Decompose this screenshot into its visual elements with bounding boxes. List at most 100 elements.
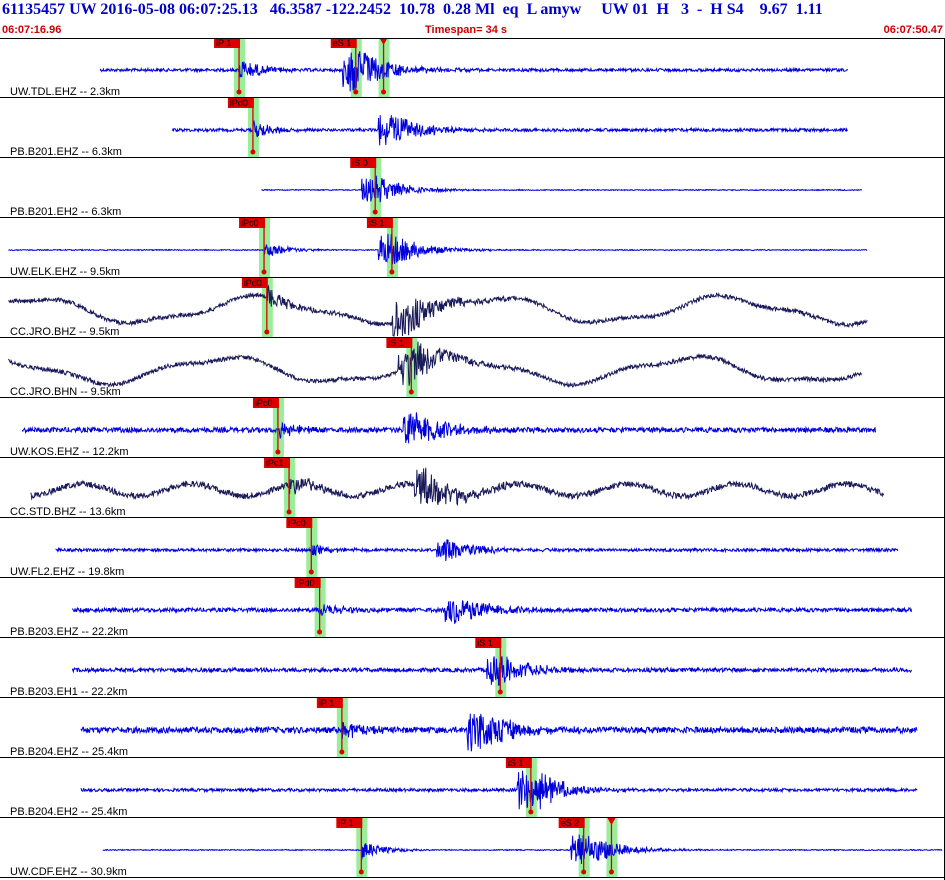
waveform-trace: [21, 412, 876, 444]
header-bar: 61135457 UW 2016-05-08 06:07:25.13 46.35…: [0, 0, 945, 24]
pick-dot: [339, 749, 345, 755]
waveform-trace: [261, 175, 863, 203]
pick-label: iP 1: [216, 38, 231, 48]
pick-dot: [353, 89, 359, 95]
pick-label: iS 0: [352, 158, 368, 168]
pick-arrow: [607, 818, 616, 825]
time-bar: 06:07:16.96 Timespan= 34 s 06:07:50.47: [0, 24, 945, 38]
pick-dot: [275, 449, 281, 455]
pick-label: iPc0: [241, 218, 259, 228]
pick-label-box: [505, 758, 532, 768]
pick-label-box: [558, 818, 585, 828]
station-label: UW.TDL.EHZ -- 2.3km: [10, 86, 120, 98]
pick-dot: [250, 149, 256, 155]
pick-label: iPd0: [244, 278, 262, 288]
trace-row: iPd0 PB.B203.EHZ -- 22.2km: [0, 578, 945, 638]
pick-label: iS 1: [369, 218, 385, 228]
station-label: PB.B204.EH2 -- 25.4km: [10, 806, 127, 818]
pick-label-box: [350, 158, 377, 168]
waveform-trace: [8, 284, 868, 337]
pick-label: iS 1: [508, 758, 524, 768]
pick-label-box: [241, 278, 268, 288]
pick-dot: [608, 869, 614, 875]
trace-row: iS 1 CC.JRO.BHN -- 9.5km: [0, 338, 945, 398]
pick-label: iS 1: [477, 638, 493, 648]
start-time: 06:07:16.96: [2, 24, 62, 36]
pick-label: eS 1: [333, 38, 352, 48]
trace-row: iS 1 PB.B204.EH2 -- 25.4km: [0, 758, 945, 818]
waveform-trace: [30, 467, 885, 507]
pick-dot: [286, 509, 292, 515]
station-label: PB.B204.EHZ -- 25.4km: [10, 746, 128, 758]
station-label: UW.FL2.EHZ -- 19.8km: [10, 566, 124, 578]
waveform-trace: [71, 600, 913, 624]
trace-row: iP 1 eS 2 UW.CDF.EHZ -- 30.9km: [0, 818, 945, 878]
trace-row: iPc0 UW.KOS.EHZ -- 12.2km: [0, 398, 945, 458]
pick-dot: [372, 209, 378, 215]
pick-label-box: [330, 38, 357, 48]
pick-label: eS 2: [561, 818, 580, 828]
plot-background: [0, 38, 945, 880]
station-label: PB.B203.EHZ -- 22.2km: [10, 626, 128, 638]
pick-label: iS 1: [388, 338, 404, 348]
trace-row: iP 1 PB.B204.EHZ -- 25.4km: [0, 698, 945, 758]
waveform-trace: [171, 115, 848, 146]
pick-dot: [408, 389, 414, 395]
trace-row: iP 1 eS 1 UW.TDL.EHZ -- 2.3km: [0, 38, 945, 98]
timespan-label: Timespan= 34 s: [425, 24, 508, 36]
pick-dot: [497, 689, 503, 695]
pick-dot: [264, 329, 270, 335]
pick-label: iPc0: [255, 398, 273, 408]
pick-dot: [358, 869, 364, 875]
trace-row: iS 0 PB.B201.EH2 -- 6.3km: [0, 158, 945, 218]
pick-dot: [581, 869, 587, 875]
pick-label-box: [475, 638, 502, 648]
pick-label-box: [264, 458, 291, 468]
pick-label: iPd0: [230, 98, 248, 108]
pick-label-box: [336, 818, 363, 828]
station-label: PB.B201.EH2 -- 6.3km: [10, 206, 121, 218]
station-label: UW.KOS.EHZ -- 12.2km: [10, 446, 129, 458]
waveform-trace: [80, 770, 918, 810]
station-label: CC.JRO.BHN -- 9.5km: [10, 386, 121, 398]
pick-label: iP 1: [338, 818, 353, 828]
station-label: CC.JRO.BHZ -- 9.5km: [10, 326, 119, 338]
station-label: CC.STD.BHZ -- 13.6km: [10, 506, 126, 518]
pick-dot: [236, 89, 242, 95]
pick-label: iPc0: [288, 518, 306, 528]
pick-dot: [317, 629, 323, 635]
trace-row: iPc0 iS 1 UW.ELK.EHZ -- 9.5km: [0, 218, 945, 278]
waveform-trace: [8, 341, 863, 389]
pick-dot: [308, 569, 314, 575]
station-label: PB.B201.EHZ -- 6.3km: [10, 146, 122, 158]
pick-dot: [528, 809, 534, 815]
trace-row: iPd0 CC.JRO.BHZ -- 9.5km: [0, 278, 945, 338]
pick-label: iPc1: [266, 458, 284, 468]
station-label: PB.B203.EH1 -- 22.2km: [10, 686, 127, 698]
trace-row: iPc1 CC.STD.BHZ -- 13.6km: [0, 458, 945, 518]
pick-label: iPd0: [297, 578, 315, 588]
pick-dot: [261, 269, 267, 275]
waveform-trace: [102, 834, 943, 865]
pick-dot: [389, 269, 395, 275]
waveform-trace: [55, 539, 899, 562]
pick-dot: [381, 89, 387, 95]
station-label: UW.CDF.EHZ -- 30.9km: [10, 866, 127, 878]
waveform-trace: [99, 51, 849, 92]
seismogram-panel: iP 1 eS 1 UW.TDL.EHZ -- 2.3km iPd0 PB.B201.E…: [0, 38, 945, 880]
trace-row: iPd0 PB.B201.EHZ -- 6.3km: [0, 98, 945, 158]
event-title: 61135457 UW 2016-05-08 06:07:25.13 46.35…: [2, 1, 823, 18]
pick-label-box: [316, 698, 343, 708]
pick-label-box: [214, 38, 241, 48]
pick-label-box: [294, 578, 321, 588]
pick-label-box: [252, 398, 279, 408]
pick-label-box: [386, 338, 413, 348]
station-label: UW.ELK.EHZ -- 9.5km: [10, 266, 120, 278]
waveform-trace: [8, 233, 868, 265]
pick-label: iP 1: [319, 698, 334, 708]
pick-label-box: [286, 518, 313, 528]
waveform-trace: [80, 713, 918, 752]
trace-row: iPc0 UW.FL2.EHZ -- 19.8km: [0, 518, 945, 578]
pick-label-box: [239, 218, 266, 228]
trace-row: iS 1 PB.B203.EH1 -- 22.2km: [0, 638, 945, 698]
